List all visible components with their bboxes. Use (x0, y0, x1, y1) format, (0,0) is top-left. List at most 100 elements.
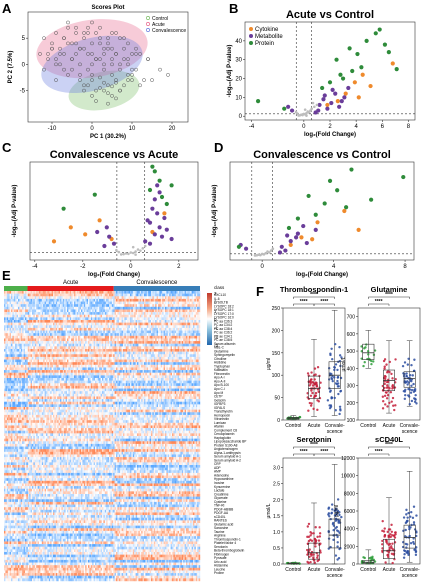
heat-cell (60, 375, 62, 379)
heat-cell (109, 293, 111, 297)
heat-cell (16, 296, 19, 300)
heat-cell (160, 314, 163, 318)
heat-cell (33, 346, 35, 350)
heat-cell (104, 298, 107, 302)
heat-cell (71, 349, 73, 352)
heat-cell (61, 346, 63, 350)
heat-cell (169, 335, 171, 339)
heat-cell (139, 351, 142, 355)
heat-cell (79, 293, 82, 297)
heat-cell (156, 346, 159, 350)
score-point (90, 73, 94, 77)
heat-cell (146, 354, 149, 358)
heat-cell (97, 327, 100, 331)
heat-cell (11, 341, 13, 344)
heat-cell (166, 351, 168, 355)
heat-cell (120, 330, 122, 334)
heat-cell (18, 338, 20, 342)
heat-cell (60, 322, 62, 326)
heat-cell (93, 330, 96, 334)
heat-cell (116, 343, 118, 347)
heat-cell (194, 367, 196, 371)
class-bar-convalescence (113, 286, 200, 291)
heat-cell (83, 354, 86, 358)
heat-cell (78, 367, 80, 371)
heat-cell (8, 291, 10, 294)
heat-cell (146, 306, 149, 310)
heat-cell (9, 327, 12, 331)
heat-cell (44, 330, 47, 334)
heat-cell (148, 322, 150, 326)
heat-cell (173, 351, 175, 355)
heat-cell (89, 333, 91, 337)
heat-cell (180, 325, 182, 329)
heat-cell (167, 314, 170, 318)
score-point (102, 88, 106, 93)
heat-cell (146, 317, 149, 321)
heat-cell (106, 320, 108, 323)
heat-cell (142, 327, 145, 331)
panel-label-e: E (2, 268, 11, 283)
heat-cell (81, 362, 83, 366)
heat-cell (169, 349, 171, 352)
heat-cell (116, 354, 118, 358)
heat-cell (104, 314, 107, 318)
heat-cell (95, 293, 97, 297)
heat-cell (61, 301, 63, 305)
heat-cell (54, 301, 56, 305)
heat-cell (15, 375, 17, 379)
heat-cell (146, 325, 149, 329)
heat-cell (20, 343, 23, 347)
heat-cell (149, 291, 152, 294)
heat-cell (195, 296, 198, 300)
heat-cell (149, 362, 152, 366)
heat-cell (124, 335, 126, 339)
volcano-point-ns (124, 252, 128, 255)
heat-cell (89, 351, 91, 355)
heat-cell (124, 298, 126, 302)
heat-cell (76, 330, 79, 334)
heat-cell (67, 291, 69, 294)
volcano-point-metabolite (313, 227, 318, 232)
heat-cell (163, 314, 166, 318)
heat-cell (103, 291, 105, 294)
heat-cell (110, 359, 112, 363)
heat-cell (37, 296, 40, 300)
heat-cell (155, 291, 157, 294)
heat-cell (120, 296, 122, 300)
heat-cell (22, 359, 24, 363)
heat-cell (127, 335, 129, 339)
heat-cell (74, 335, 76, 339)
heat-cell (109, 314, 111, 318)
heat-cell (163, 356, 166, 360)
heat-cell (131, 349, 133, 352)
heat-cell (47, 362, 49, 366)
heat-cell (61, 314, 63, 318)
heat-cell (57, 301, 59, 305)
heat-cell (27, 335, 30, 339)
score-point (86, 25, 90, 30)
heat-cell (62, 301, 65, 305)
heat-cell (146, 346, 149, 350)
heat-cell (34, 335, 37, 339)
heat-cell (198, 370, 201, 373)
heat-cell (18, 301, 20, 305)
heat-cell (162, 349, 164, 352)
heat-cell (57, 304, 59, 308)
heat-cell (22, 364, 24, 368)
heat-cell (117, 346, 119, 350)
heat-cell (170, 343, 173, 347)
heat-cell (82, 362, 84, 366)
heat-cell (153, 351, 156, 355)
heat-cell (124, 306, 126, 310)
heat-cell (79, 343, 82, 347)
heat-cell (99, 364, 101, 368)
heat-cell (176, 317, 178, 321)
heat-cell (25, 309, 27, 313)
heat-cell (34, 359, 37, 363)
heat-cell (22, 322, 24, 326)
heat-cell (40, 362, 42, 366)
heat-cell (82, 341, 84, 344)
heat-cell (123, 349, 125, 352)
heat-cell (37, 349, 40, 352)
